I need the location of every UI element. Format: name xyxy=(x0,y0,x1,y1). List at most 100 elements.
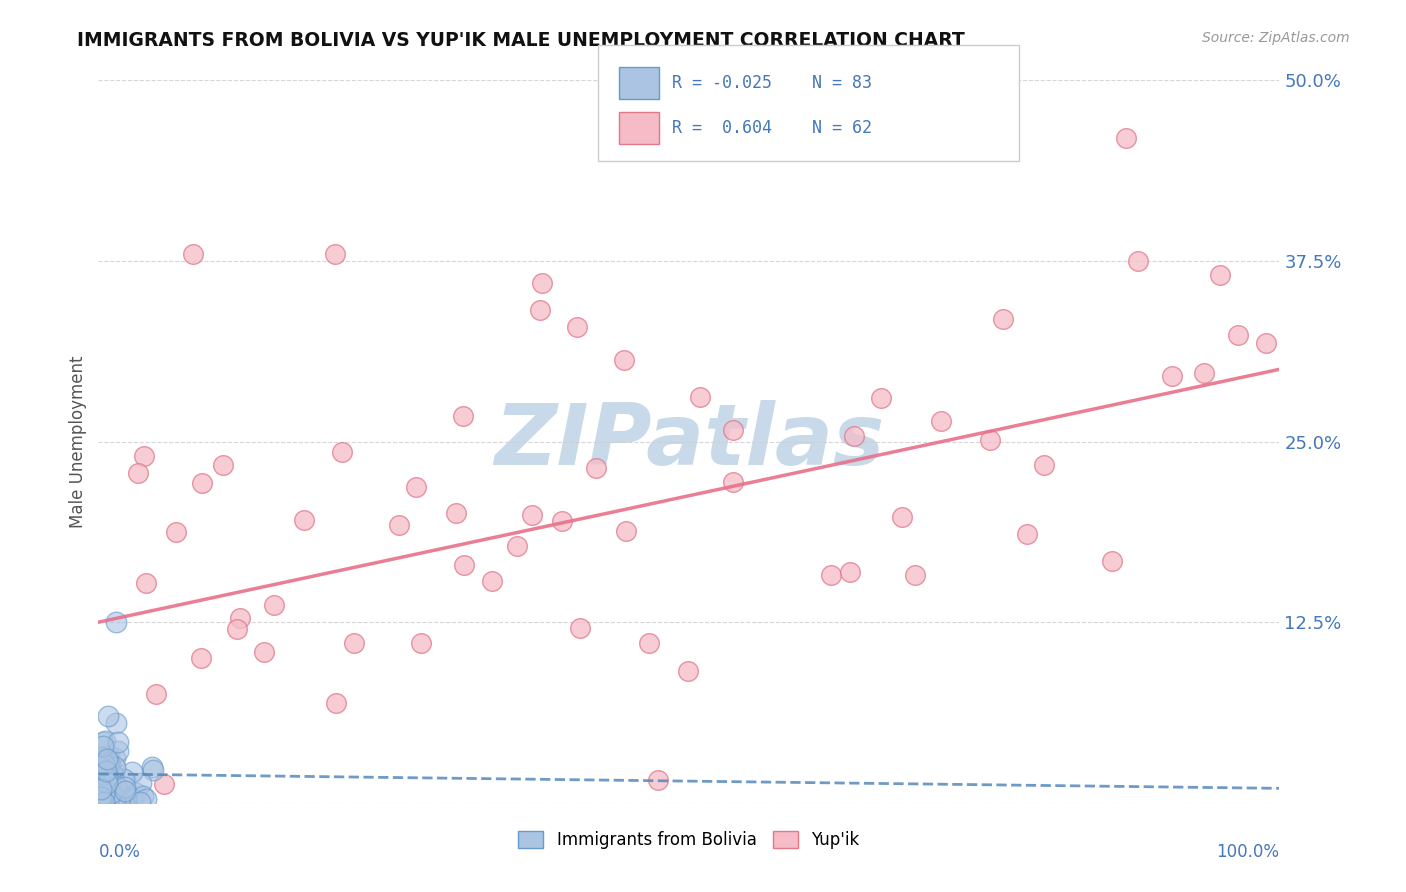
Point xyxy=(98,758,121,772)
Point xyxy=(103,795,125,809)
Point xyxy=(842,429,865,443)
Point xyxy=(343,636,366,650)
Point xyxy=(89,795,111,809)
Point xyxy=(94,764,117,778)
Point xyxy=(93,790,115,805)
Point xyxy=(96,776,118,790)
Text: 0.0%: 0.0% xyxy=(98,843,141,861)
Point xyxy=(323,246,346,260)
Point xyxy=(93,739,115,754)
Point xyxy=(1209,268,1232,283)
Point xyxy=(505,539,527,553)
Point xyxy=(107,782,129,797)
Point xyxy=(89,761,111,775)
Point xyxy=(388,517,411,532)
Point xyxy=(891,510,914,524)
Point xyxy=(481,574,503,589)
Point xyxy=(105,615,128,630)
Point xyxy=(103,795,125,809)
Point xyxy=(91,768,114,782)
Point xyxy=(96,783,118,797)
Point xyxy=(93,795,115,809)
Point xyxy=(93,754,115,768)
Point xyxy=(94,734,117,748)
Legend: Immigrants from Bolivia, Yup'ik: Immigrants from Bolivia, Yup'ik xyxy=(512,824,866,856)
Point xyxy=(565,320,588,334)
Point xyxy=(529,303,551,318)
Point xyxy=(103,750,125,764)
Point xyxy=(94,790,117,805)
Point xyxy=(96,763,118,777)
Point xyxy=(97,772,120,786)
Point xyxy=(330,444,353,458)
Point xyxy=(616,524,638,539)
Point xyxy=(1126,253,1149,268)
Point xyxy=(132,449,155,463)
Point xyxy=(128,795,150,809)
Point xyxy=(1192,366,1215,380)
Point xyxy=(100,786,122,800)
Point xyxy=(520,508,543,522)
Point xyxy=(820,567,842,582)
Point xyxy=(114,780,136,794)
Point xyxy=(97,792,120,806)
Point xyxy=(90,775,112,789)
Point xyxy=(97,709,120,723)
Text: ZIPatlas: ZIPatlas xyxy=(494,400,884,483)
Point xyxy=(93,795,115,809)
Point xyxy=(405,480,427,494)
Point xyxy=(190,650,212,665)
Point xyxy=(94,792,117,806)
Point xyxy=(1033,458,1056,472)
Point xyxy=(104,760,127,774)
Point xyxy=(96,780,118,794)
Point xyxy=(97,756,120,770)
Point xyxy=(721,475,744,489)
Point xyxy=(121,792,143,806)
Point xyxy=(153,777,176,791)
Point xyxy=(585,460,607,475)
Point xyxy=(212,458,235,472)
Point xyxy=(104,779,127,793)
Point xyxy=(263,598,285,612)
Point xyxy=(96,752,118,766)
Point xyxy=(904,568,927,582)
Point xyxy=(101,768,124,782)
Point xyxy=(96,770,118,784)
Point xyxy=(637,636,659,650)
Point xyxy=(165,524,187,539)
Point xyxy=(225,622,247,636)
Point xyxy=(973,73,995,87)
Point xyxy=(108,793,131,807)
Point xyxy=(127,466,149,480)
Point xyxy=(121,764,143,779)
Point xyxy=(91,735,114,749)
Point xyxy=(91,767,114,781)
Point xyxy=(114,783,136,797)
Point xyxy=(89,789,111,804)
Point xyxy=(121,791,143,805)
Point xyxy=(191,475,214,490)
Point xyxy=(89,761,111,775)
Point xyxy=(145,687,167,701)
Point xyxy=(979,434,1001,448)
Point xyxy=(869,391,891,405)
Point xyxy=(100,777,122,791)
Point xyxy=(1115,131,1137,145)
Point xyxy=(89,792,111,806)
Point xyxy=(93,787,115,801)
Point xyxy=(94,789,117,803)
Point xyxy=(125,786,148,800)
Text: Source: ZipAtlas.com: Source: ZipAtlas.com xyxy=(1202,31,1350,45)
Point xyxy=(112,772,135,787)
Point xyxy=(90,772,112,787)
Point xyxy=(96,791,118,805)
Point xyxy=(551,514,574,528)
Point xyxy=(129,776,152,790)
Point xyxy=(96,794,118,808)
Point xyxy=(89,760,111,774)
Point xyxy=(530,276,553,290)
Point xyxy=(253,645,276,659)
Point xyxy=(104,795,127,809)
Point xyxy=(97,795,120,809)
